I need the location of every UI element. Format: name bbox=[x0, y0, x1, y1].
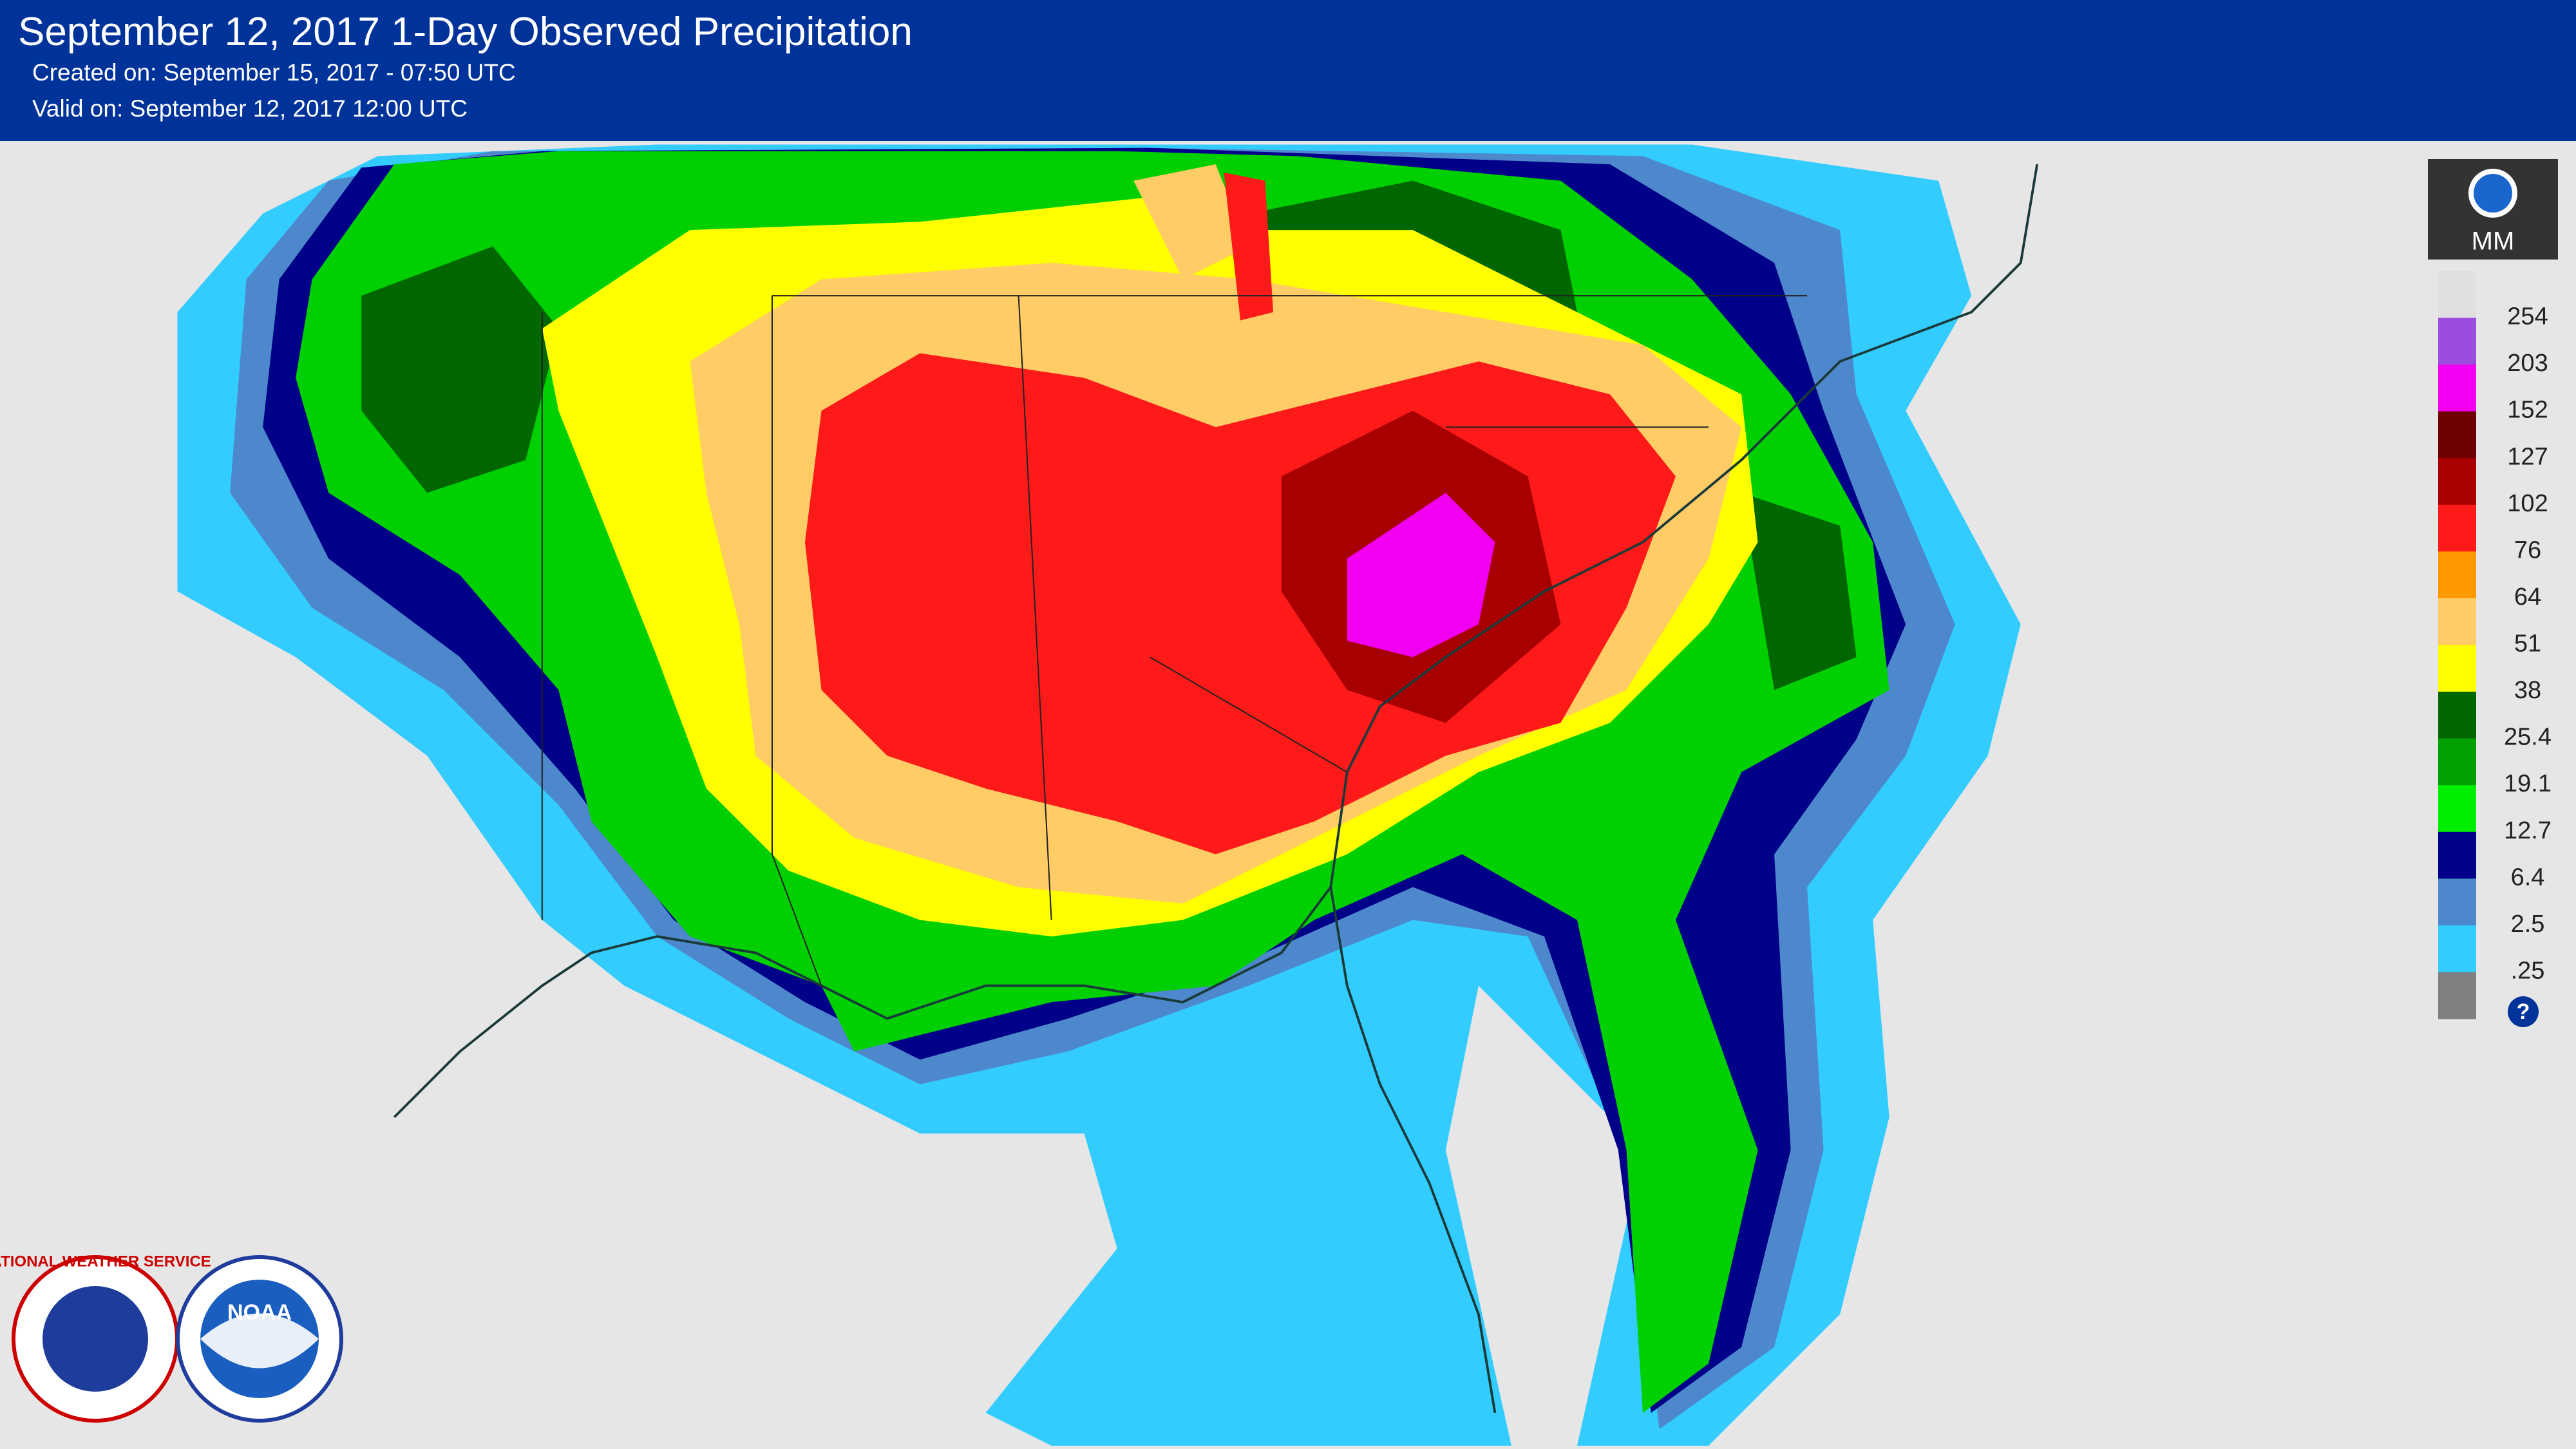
noaa-icon-inner bbox=[2474, 174, 2512, 213]
legend-label: 12.7 bbox=[2504, 817, 2552, 844]
precipitation-field bbox=[177, 144, 2039, 1446]
legend-label: 6.4 bbox=[2511, 864, 2545, 891]
state-borders bbox=[541, 295, 1808, 986]
legend-label: 51 bbox=[2514, 630, 2541, 658]
title: September 12, 2017 1-Day Observed Precip… bbox=[18, 10, 913, 54]
legend-band bbox=[2438, 785, 2476, 833]
legend-label: .25 bbox=[2511, 957, 2545, 984]
legend-band bbox=[2438, 458, 2476, 506]
noaa-text: NOAA bbox=[227, 1300, 292, 1325]
legend-band bbox=[2438, 878, 2476, 926]
precip-magenta bbox=[1347, 493, 1495, 658]
legend-band bbox=[2438, 551, 2476, 599]
legend-label: 203 bbox=[2507, 350, 2548, 377]
legend-label: 152 bbox=[2507, 397, 2548, 424]
legend-band bbox=[2438, 692, 2476, 739]
legend-label: 76 bbox=[2514, 536, 2541, 564]
legend-label: 64 bbox=[2514, 583, 2541, 611]
legend-band bbox=[2438, 598, 2476, 645]
legend-label: 254 bbox=[2507, 303, 2548, 330]
nws-logo: NATIONAL WEATHER SERVICE bbox=[0, 1253, 211, 1423]
legend-band bbox=[2438, 411, 2476, 459]
legend-label: 2.5 bbox=[2511, 911, 2545, 938]
legend-label: 127 bbox=[2507, 443, 2548, 470]
legend-label: 102 bbox=[2507, 490, 2548, 517]
nws-text: NATIONAL WEATHER SERVICE bbox=[0, 1253, 211, 1270]
header: September 12, 2017 1-Day Observed Precip… bbox=[0, 0, 2576, 141]
help-button[interactable] bbox=[2508, 996, 2539, 1027]
legend-band bbox=[2438, 271, 2476, 319]
legend-band bbox=[2438, 504, 2476, 552]
noaa-logo: NOAA bbox=[176, 1255, 343, 1423]
legend-label: 25.4 bbox=[2504, 724, 2552, 751]
legend-label: 19.1 bbox=[2504, 770, 2552, 797]
legend-band bbox=[2438, 645, 2476, 692]
created-date: Created on: September 15, 2017 - 07:50 U… bbox=[32, 59, 516, 86]
legend-band bbox=[2438, 925, 2476, 972]
legend: MM 254 203 152 127 102 76 64 51 38 25.4 19.1 12.7 6.… bbox=[2428, 159, 2558, 1027]
legend-band bbox=[2438, 317, 2476, 365]
legend-label: 38 bbox=[2514, 677, 2541, 704]
legend-band bbox=[2438, 831, 2476, 879]
legend-band bbox=[2438, 738, 2476, 786]
legend-band bbox=[2438, 972, 2476, 1019]
legend-unit: MM bbox=[2472, 227, 2515, 256]
legend-band bbox=[2438, 365, 2476, 412]
help-label[interactable]: ? bbox=[2517, 999, 2530, 1024]
valid-date: Valid on: September 12, 2017 12:00 UTC bbox=[32, 95, 468, 122]
